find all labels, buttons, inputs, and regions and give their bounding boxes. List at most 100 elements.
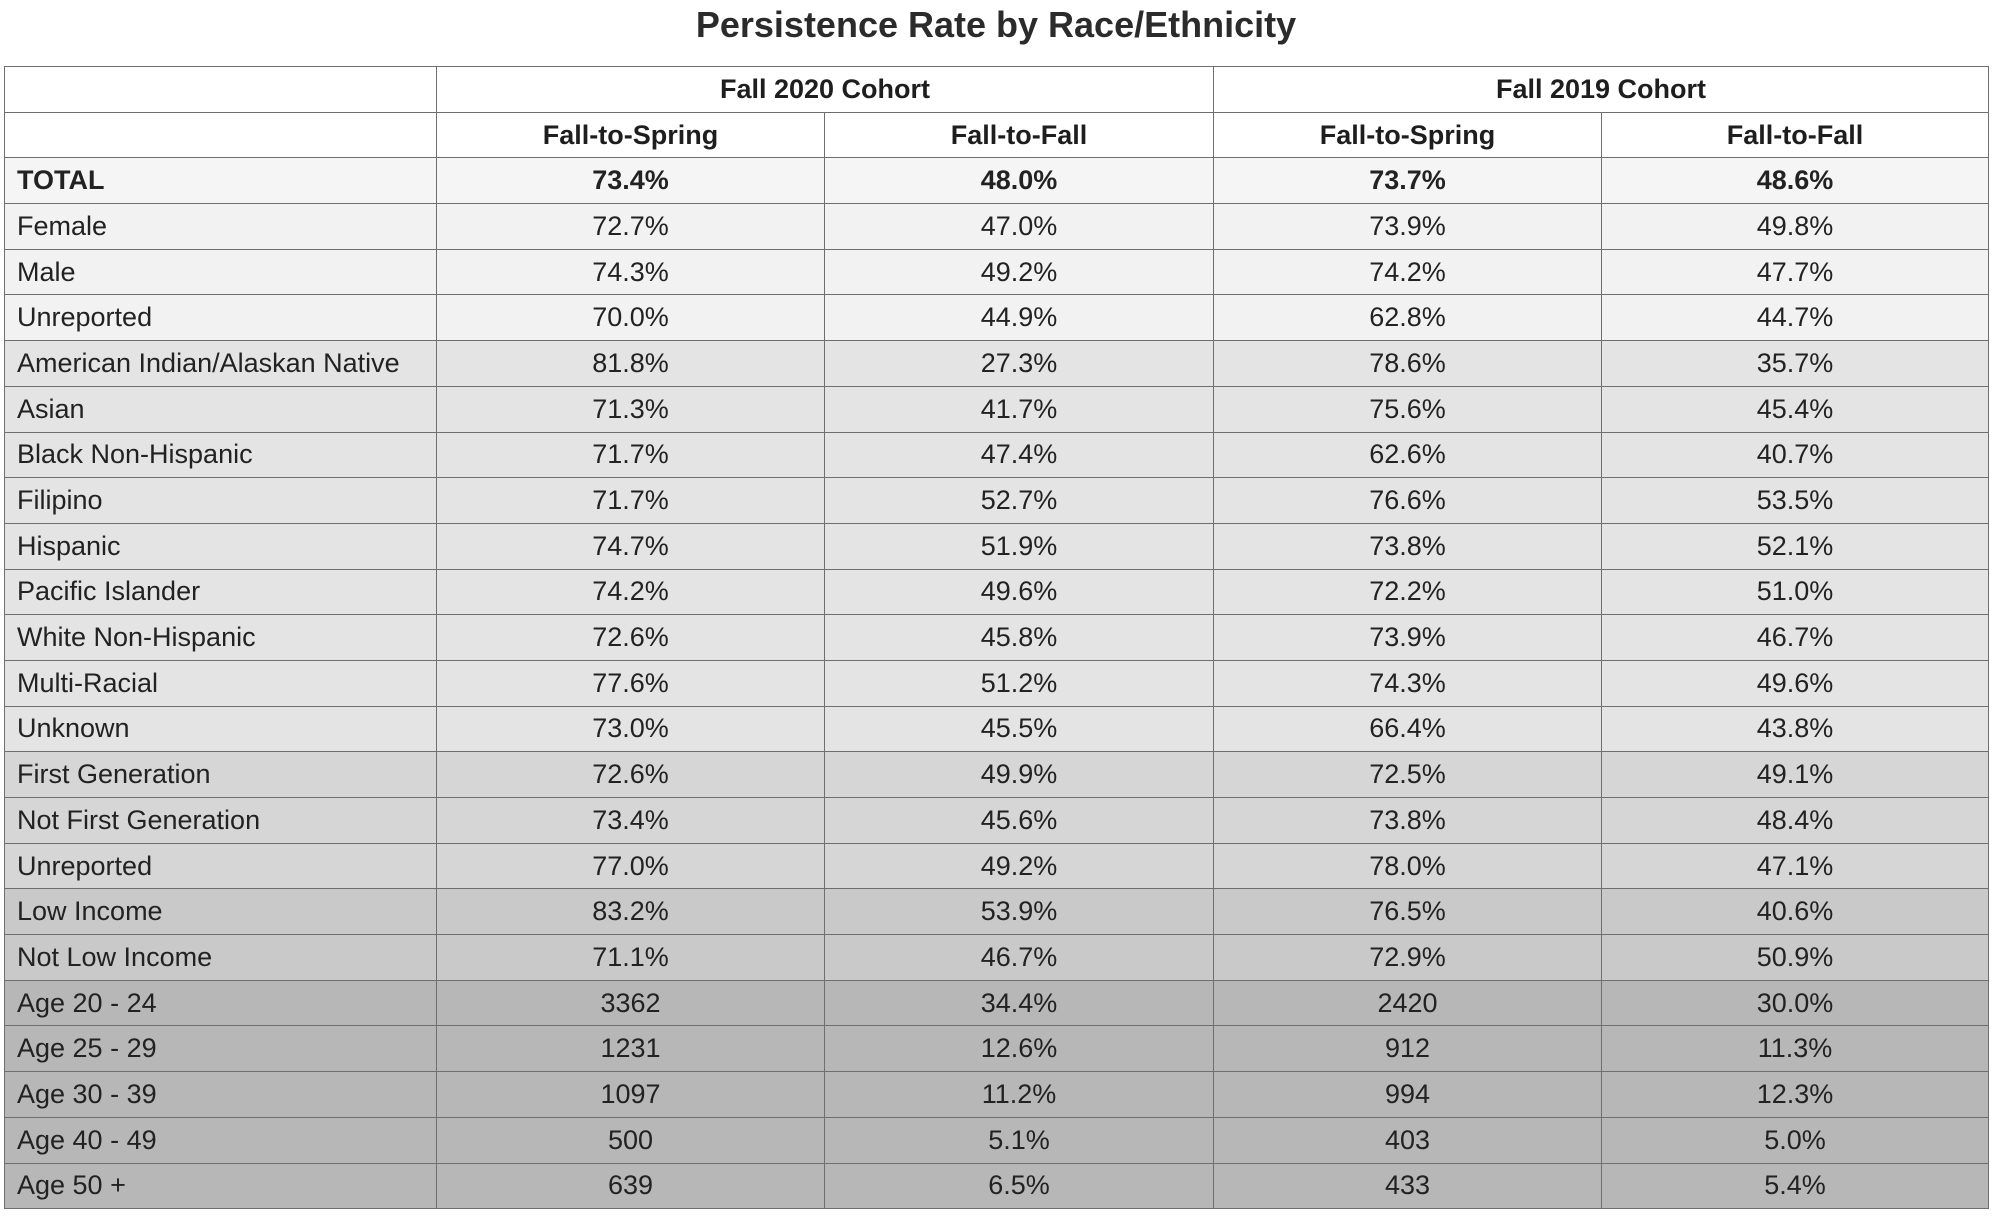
value-cell: 12.6% [824, 1025, 1214, 1073]
table-row: Not Low Income 71.1% 46.7% 72.9% 50.9% [4, 934, 1989, 981]
value-cell: 51.9% [824, 522, 1214, 570]
page-title: Persistence Rate by Race/Ethnicity [695, 4, 1297, 45]
table-row: Unreported 70.0% 44.9% 62.8% 44.7% [4, 294, 1989, 342]
value-cell: 30.0% [1601, 979, 1989, 1027]
row-label: Female [4, 203, 437, 250]
value-cell: 73.9% [1213, 203, 1602, 250]
row-label: Not First Generation [4, 797, 437, 844]
cohort-header-fall-2020: Fall 2020 Cohort [436, 66, 1214, 113]
row-label: Asian [4, 385, 437, 433]
table-row: TOTAL 73.4% 48.0% 73.7% 48.6% [4, 157, 1989, 205]
empty-label-header [4, 111, 437, 159]
value-cell: 50.9% [1601, 934, 1989, 981]
value-cell: 35.7% [1601, 340, 1989, 387]
value-cell: 47.4% [824, 431, 1214, 479]
value-cell: 11.3% [1601, 1025, 1989, 1073]
value-cell: 76.5% [1213, 888, 1602, 936]
value-cell: 45.4% [1601, 385, 1989, 433]
table-row: Male 74.3% 49.2% 74.2% 47.7% [4, 248, 1989, 296]
value-cell: 44.7% [1601, 294, 1989, 342]
value-cell: 71.3% [436, 385, 825, 433]
table-row: Filipino 71.7% 52.7% 76.6% 53.5% [4, 477, 1989, 524]
value-cell: 49.6% [824, 568, 1214, 616]
empty-corner-cell [4, 66, 437, 113]
row-label: American Indian/Alaskan Native [4, 340, 437, 387]
value-cell: 12.3% [1601, 1071, 1989, 1118]
value-cell: 500 [436, 1116, 825, 1164]
table-row: Not First Generation 73.4% 45.6% 73.8% 48.4% [4, 797, 1989, 844]
value-cell: 78.0% [1213, 842, 1602, 890]
value-cell: 403 [1213, 1116, 1602, 1164]
value-cell: 62.6% [1213, 431, 1602, 479]
table-row: First Generation 72.6% 49.9% 72.5% 49.1% [4, 751, 1989, 798]
value-cell: 46.7% [1601, 614, 1989, 661]
value-cell: 62.8% [1213, 294, 1602, 342]
table-row: Age 20 - 24 3362 34.4% 2420 30.0% [4, 979, 1989, 1027]
row-label: Unreported [4, 842, 437, 890]
value-cell: 5.1% [824, 1116, 1214, 1164]
subheader-cell: Fall-to-Fall [824, 111, 1214, 159]
table-row: White Non-Hispanic 72.6% 45.8% 73.9% 46.7% [4, 614, 1989, 661]
subheader-cell: Fall-to-Spring [1213, 111, 1602, 159]
table-body: TOTAL 73.4% 48.0% 73.7% 48.6% Female 72.7% 47.0… [4, 157, 1989, 1210]
value-cell: 74.3% [1213, 659, 1602, 707]
value-cell: 49.9% [824, 751, 1214, 798]
row-label: Age 25 - 29 [4, 1025, 437, 1073]
value-cell: 73.8% [1213, 797, 1602, 844]
table-row: Pacific Islander 74.2% 49.6% 72.2% 51.0% [4, 568, 1989, 616]
table-row: Hispanic 74.7% 51.9% 73.8% 52.1% [4, 522, 1989, 570]
persistence-table: Fall 2020 Cohort Fall 2019 Cohort Fall-t… [4, 66, 1989, 1210]
row-label: Hispanic [4, 522, 437, 570]
value-cell: 71.1% [436, 934, 825, 981]
value-cell: 73.4% [436, 157, 825, 205]
subheader-cell: Fall-to-Fall [1601, 111, 1989, 159]
table-row: Age 50 +639 6.5% 433 5.4% [4, 1162, 1989, 1210]
value-cell: 433 [1213, 1162, 1602, 1210]
value-cell: 47.1% [1601, 842, 1989, 890]
value-cell: 47.7% [1601, 248, 1989, 296]
row-label: Multi-Racial [4, 659, 437, 707]
value-cell: 70.0% [436, 294, 825, 342]
value-cell: 49.2% [824, 248, 1214, 296]
table-row: American Indian/Alaskan Native 81.8% 27.3%… [4, 340, 1989, 387]
row-label: First Generation [4, 751, 437, 798]
row-label: Age 40 - 49 [4, 1116, 437, 1164]
value-cell: 1097 [436, 1071, 825, 1118]
value-cell: 74.7% [436, 522, 825, 570]
subheader-cell: Fall-to-Spring [436, 111, 825, 159]
value-cell: 44.9% [824, 294, 1214, 342]
value-cell: 48.0% [824, 157, 1214, 205]
value-cell: 73.7% [1213, 157, 1602, 205]
value-cell: 34.4% [824, 979, 1214, 1027]
value-cell: 73.8% [1213, 522, 1602, 570]
table-row: Female 72.7% 47.0% 73.9% 49.8% [4, 203, 1989, 250]
value-cell: 52.7% [824, 477, 1214, 524]
value-cell: 72.6% [436, 614, 825, 661]
value-cell: 41.7% [824, 385, 1214, 433]
value-cell: 5.0% [1601, 1116, 1989, 1164]
value-cell: 73.0% [436, 705, 825, 753]
value-cell: 71.7% [436, 477, 825, 524]
value-cell: 73.4% [436, 797, 825, 844]
value-cell: 639 [436, 1162, 825, 1210]
value-cell: 912 [1213, 1025, 1602, 1073]
table-row: Low Income 83.2% 53.9% 76.5% 40.6% [4, 888, 1989, 936]
value-cell: 74.3% [436, 248, 825, 296]
value-cell: 66.4% [1213, 705, 1602, 753]
value-cell: 73.9% [1213, 614, 1602, 661]
value-cell: 45.5% [824, 705, 1214, 753]
value-cell: 40.6% [1601, 888, 1989, 936]
row-label: Black Non-Hispanic [4, 431, 437, 479]
value-cell: 49.1% [1601, 751, 1989, 798]
value-cell: 74.2% [436, 568, 825, 616]
value-cell: 72.7% [436, 203, 825, 250]
value-cell: 52.1% [1601, 522, 1989, 570]
table-row: Age 40 - 49 500 5.1% 403 5.0% [4, 1116, 1989, 1164]
table-row: Unreported 77.0% 49.2% 78.0% 47.1% [4, 842, 1989, 890]
value-cell: 48.6% [1601, 157, 1989, 205]
value-cell: 40.7% [1601, 431, 1989, 479]
value-cell: 78.6% [1213, 340, 1602, 387]
value-cell: 45.6% [824, 797, 1214, 844]
value-cell: 11.2% [824, 1071, 1214, 1118]
